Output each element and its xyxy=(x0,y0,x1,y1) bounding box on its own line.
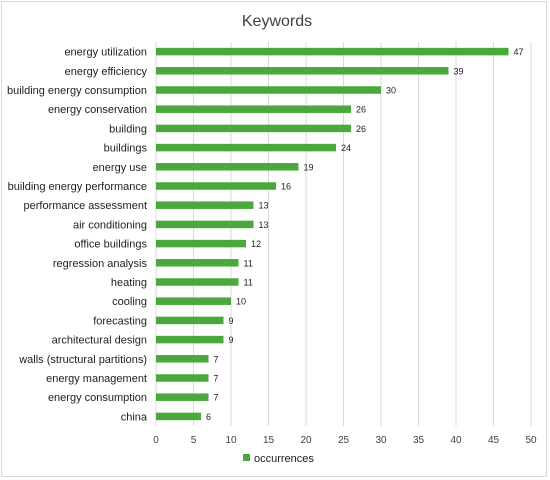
legend: occurrences xyxy=(243,453,314,465)
bar xyxy=(156,86,381,94)
category-label: performance assessment xyxy=(24,200,148,212)
category-label: architectural design xyxy=(52,335,147,347)
category-label: office buildings xyxy=(74,239,147,251)
bar xyxy=(156,259,239,267)
bar xyxy=(156,278,239,286)
category-label: air conditioning xyxy=(73,219,147,231)
data-label: 19 xyxy=(304,162,314,172)
bar xyxy=(156,297,231,305)
legend-label: occurrences xyxy=(254,453,314,465)
category-label: energy use xyxy=(93,162,147,174)
data-label: 47 xyxy=(514,47,524,57)
data-label: 30 xyxy=(386,86,396,96)
category-label: building energy performance xyxy=(8,181,147,193)
category-label: building energy consumption xyxy=(7,85,147,97)
bar xyxy=(156,239,246,248)
chart-title: Keywords xyxy=(242,13,312,30)
bar xyxy=(156,143,336,152)
data-label: 7 xyxy=(214,374,219,384)
category-label: energy conservation xyxy=(48,104,147,116)
data-label: 7 xyxy=(214,393,219,403)
data-label: 26 xyxy=(356,105,366,115)
x-axis-tick-labels: 0 5 10 15 20 25 30 35 40 45 50 xyxy=(153,435,537,446)
x-tick-label: 50 xyxy=(525,435,537,446)
data-label: 13 xyxy=(259,220,269,230)
data-label: 7 xyxy=(214,354,219,364)
data-label: 6 xyxy=(206,412,211,422)
category-label: cooling xyxy=(112,296,147,308)
x-tick-label: 20 xyxy=(300,435,312,446)
data-label: 26 xyxy=(356,124,366,134)
data-label: 11 xyxy=(244,258,253,268)
bars xyxy=(156,47,509,421)
data-label: 12 xyxy=(251,239,261,249)
data-label: 39 xyxy=(454,66,464,76)
data-label: 11 xyxy=(244,278,253,288)
bar xyxy=(156,163,299,171)
category-label: energy management xyxy=(46,373,147,385)
bar xyxy=(156,220,254,229)
legend-swatch xyxy=(243,454,250,461)
gridlines xyxy=(155,42,532,426)
category-label: buildings xyxy=(104,143,148,155)
category-label: energy efficiency xyxy=(65,66,148,78)
x-tick-label: 40 xyxy=(450,435,462,446)
category-label: forecasting xyxy=(93,315,147,327)
data-label: 24 xyxy=(341,143,351,153)
bar xyxy=(156,393,209,401)
bar xyxy=(156,412,201,421)
x-tick-label: 5 xyxy=(191,435,197,446)
bar xyxy=(156,201,254,209)
data-label: 16 xyxy=(281,182,291,192)
x-tick-label: 45 xyxy=(488,435,500,446)
category-label: walls (structural partitions) xyxy=(18,354,147,366)
category-label: regression analysis xyxy=(53,258,148,270)
bar xyxy=(156,182,276,190)
bar xyxy=(156,67,449,75)
data-label: 13 xyxy=(259,201,269,211)
category-label: energy utilization xyxy=(64,47,147,59)
category-label: building xyxy=(109,123,147,135)
x-tick-label: 25 xyxy=(338,435,350,446)
data-label: 9 xyxy=(229,316,234,326)
bar xyxy=(156,374,209,382)
data-label: 9 xyxy=(229,335,234,345)
data-label: 10 xyxy=(236,297,246,307)
category-label: china xyxy=(121,411,148,423)
category-label: heating xyxy=(111,277,147,289)
x-tick-label: 30 xyxy=(375,435,387,446)
category-labels: energy utilization energy efficiency build… xyxy=(7,47,148,424)
x-tick-label: 10 xyxy=(225,435,237,446)
bar xyxy=(156,124,351,133)
category-label: energy consumption xyxy=(48,392,147,404)
bar xyxy=(156,316,224,325)
x-tick-label: 15 xyxy=(263,435,275,446)
bar xyxy=(156,355,209,363)
x-tick-label: 35 xyxy=(413,435,425,446)
bar xyxy=(156,47,509,56)
x-tick-label: 0 xyxy=(153,435,159,446)
bar xyxy=(156,105,351,113)
bar xyxy=(156,335,224,344)
